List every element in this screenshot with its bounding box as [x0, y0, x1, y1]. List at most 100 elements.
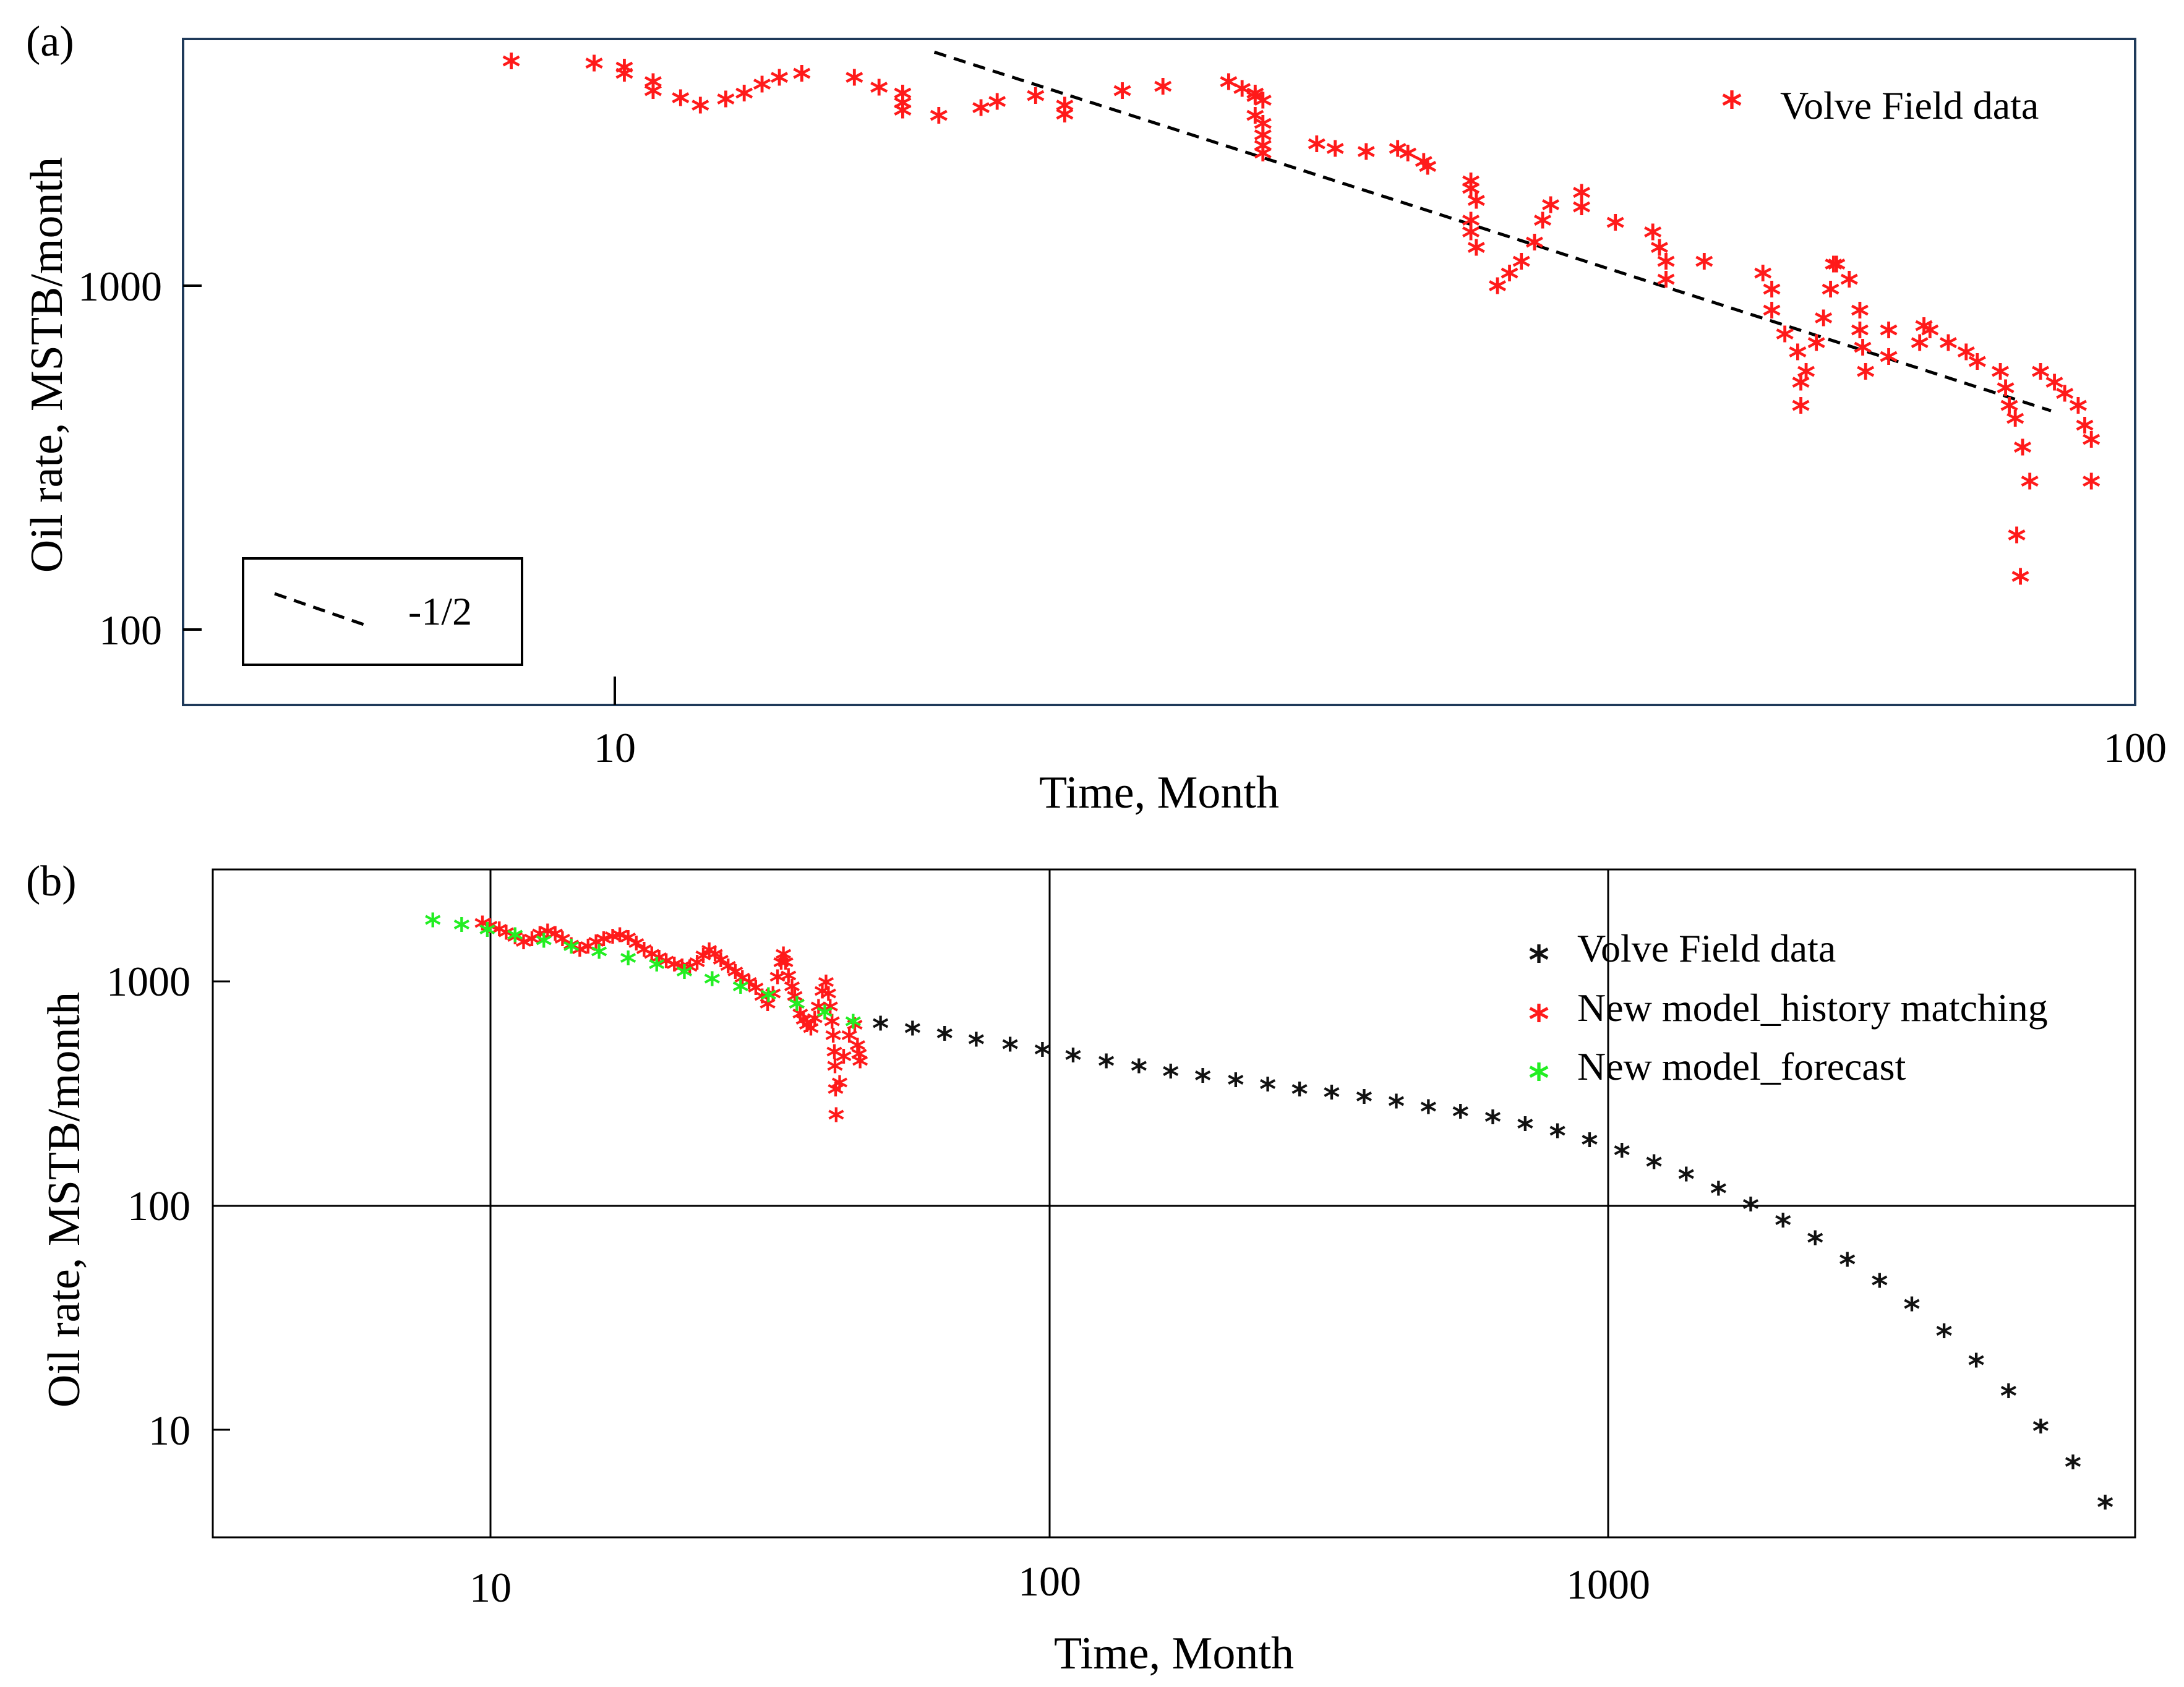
panel-b-point-volve-field-data-28: *: [1775, 1207, 1791, 1244]
panel-b-point-new-model-history-matching-44: *: [780, 963, 797, 1000]
panel-b-legend-marker-history: *: [1528, 997, 1549, 1043]
panel-b-point-new-model-history-matching-67: *: [846, 1012, 863, 1049]
panel-b-point-new-model-history-matching-29: *: [701, 937, 717, 975]
panel-a-point-volve-field-data-65: *: [1762, 295, 1781, 337]
panel-a-frame: [182, 38, 2136, 706]
panel-a-point-volve-field-data-5: *: [644, 75, 662, 117]
panel-a-point-volve-field-data-80: *: [1856, 356, 1875, 398]
panel-b-point-new-model-history-matching-1: *: [481, 913, 498, 950]
panel-b-point-new-model-forecast-1: *: [453, 912, 470, 949]
panel-a-point-volve-field-data-0: *: [502, 46, 520, 88]
panel-b-point-new-model-history-matching-42: *: [775, 941, 792, 978]
panel-b-point-new-model-history-matching-60: *: [826, 1039, 842, 1076]
panel-a-point-volve-field-data-98: *: [2045, 367, 2063, 409]
panel-b-point-volve-field-data-32: *: [1903, 1291, 1920, 1328]
panel-b-point-volve-field-data-16: *: [1388, 1088, 1405, 1125]
panel-b-point-new-model-history-matching-47: *: [789, 991, 805, 1028]
panel-b-point-new-model-history-matching-45: *: [784, 973, 800, 1010]
panel-b-point-volve-field-data-38: *: [2097, 1490, 2113, 1527]
panel-a-point-volve-field-data-46: *: [1462, 205, 1480, 247]
panel-b-point-new-model-forecast-4: *: [536, 928, 552, 965]
panel-b-point-new-model-history-matching-17: *: [612, 922, 628, 959]
panel-b-point-new-model-history-matching-32: *: [720, 954, 737, 991]
panel-b-legend: * Volve Field data * New model_history m…: [1528, 926, 2047, 1102]
panel-b-point-volve-field-data-17: *: [1420, 1094, 1437, 1131]
panel-b-point-volve-field-data-11: *: [1227, 1067, 1244, 1104]
panel-b-frame: [212, 868, 2136, 1539]
panel-a-point-volve-field-data-84: *: [1914, 310, 1933, 352]
panel-b-point-new-model-history-matching-63: *: [828, 1102, 844, 1139]
panel-a-xtick-label-100: 100: [2104, 724, 2167, 771]
panel-a-point-volve-field-data-36: *: [1308, 129, 1326, 171]
panel-a-point-volve-field-data-6: *: [671, 83, 690, 125]
panel-a-point-volve-field-data-41: *: [1415, 146, 1433, 188]
panel-b-markers: * * * * * * * * * * * * * * * * * * * * * * * * * * * * * ***********…: [424, 907, 2113, 1527]
panel-a-point-volve-field-data-82: *: [1879, 315, 1898, 357]
panel-b-point-volve-field-data-6: *: [1064, 1042, 1081, 1079]
panel-b-point-volve-field-data-14: *: [1323, 1080, 1340, 1117]
panel-a-point-volve-field-data-63: *: [1754, 258, 1772, 300]
panel-a-point-volve-field-data-16: *: [893, 87, 912, 129]
panel-b-ylabel: Oil rate, MSTB/month: [39, 992, 90, 1407]
panel-a-point-volve-field-data-7: *: [691, 90, 709, 132]
panel-b-point-new-model-forecast-15: *: [845, 1009, 862, 1046]
panel-b-point-new-model-history-matching-43: *: [777, 950, 794, 987]
panel-a-point-volve-field-data-57: *: [1606, 207, 1625, 249]
panel-a-point-volve-field-data-32: *: [1254, 108, 1272, 150]
panel-b-point-volve-field-data-9: *: [1162, 1059, 1179, 1096]
panel-a-point-volve-field-data-50: *: [1500, 258, 1518, 300]
panel-a-point-volve-field-data-74: *: [1824, 249, 1843, 291]
panel-a-point-volve-field-data-18: *: [930, 100, 948, 142]
panel-b-point-new-model-history-matching-31: *: [713, 947, 729, 984]
panel-b-point-new-model-history-matching-50: *: [799, 1012, 815, 1049]
panel-a-point-volve-field-data-4: *: [644, 67, 662, 109]
panel-a-point-volve-field-data-33: *: [1254, 119, 1272, 161]
panel-b-point-new-model-history-matching-70: *: [852, 1048, 868, 1085]
panel-b-point-new-model-forecast-5: *: [563, 933, 580, 970]
panel-b-point-new-model-history-matching-3: *: [498, 920, 515, 957]
panel-b-point-new-model-history-matching-5: *: [515, 929, 532, 966]
panel-b-point-volve-field-data-12: *: [1259, 1072, 1276, 1109]
panel-a-point-volve-field-data-27: *: [1233, 74, 1251, 116]
panel-a-point-volve-field-data-89: *: [1991, 356, 2010, 398]
panel-b-point-volve-field-data-15: *: [1356, 1083, 1372, 1121]
panel-a-point-volve-field-data-3: *: [615, 58, 633, 100]
panel-b-point-new-model-history-matching-8: *: [539, 918, 556, 955]
panel-b-point-new-model-history-matching-64: *: [831, 1070, 848, 1107]
panel-b-point-volve-field-data-4: *: [1002, 1031, 1019, 1069]
panel-a-point-volve-field-data-43: *: [1462, 166, 1480, 208]
panel-a-label: (a): [26, 18, 74, 66]
panel-a-legend-label: Volve Field data: [1780, 83, 2039, 127]
panel-a-point-volve-field-data-95: *: [2013, 432, 2032, 474]
panel-b-point-volve-field-data-23: *: [1614, 1137, 1630, 1174]
panel-a-point-volve-field-data-75: *: [1827, 249, 1846, 291]
panel-a-point-volve-field-data-30: *: [1254, 85, 1272, 127]
panel-b-point-new-model-forecast-6: *: [591, 939, 607, 976]
panel-b-point-new-model-history-matching-69: *: [850, 1041, 867, 1078]
panel-b-point-new-model-history-matching-22: *: [651, 944, 667, 981]
panel-b-point-new-model-history-matching-28: *: [695, 943, 711, 980]
panel-b-point-new-model-history-matching-46: *: [786, 983, 803, 1020]
panel-b-point-new-model-history-matching-19: *: [628, 931, 644, 968]
panel-b-point-new-model-history-matching-24: *: [666, 952, 683, 989]
panel-b-point-volve-field-data-27: *: [1742, 1191, 1759, 1228]
panel-b-point-new-model-forecast-0: *: [424, 907, 441, 944]
panel-b-point-volve-field-data-2: *: [936, 1021, 953, 1058]
panel-b-point-new-model-history-matching-54: *: [814, 978, 831, 1015]
panel-a-point-volve-field-data-102: *: [2082, 424, 2100, 466]
panel-a-point-volve-field-data-85: *: [1921, 315, 1939, 357]
panel-b-point-new-model-history-matching-39: *: [764, 981, 781, 1018]
panel-a-point-volve-field-data-45: *: [1467, 186, 1486, 228]
panel-a-point-volve-field-data-47: *: [1462, 217, 1480, 259]
panel-a-slope-legend-line: [274, 592, 368, 628]
panel-b-point-new-model-history-matching-7: *: [531, 921, 548, 958]
panel-b-point-volve-field-data-24: *: [1646, 1149, 1663, 1186]
panel-a-point-volve-field-data-59: *: [1650, 232, 1669, 274]
panel-b-point-volve-field-data-25: *: [1678, 1161, 1695, 1198]
panel-b-point-new-model-forecast-13: *: [789, 991, 805, 1028]
panel-b-point-new-model-history-matching-2: *: [491, 916, 508, 954]
panel-b-point-new-model-history-matching-20: *: [636, 936, 653, 973]
panel-a-point-volve-field-data-76: *: [1840, 264, 1859, 306]
panel-b-point-volve-field-data-3: *: [968, 1027, 985, 1064]
panel-b-point-volve-field-data-36: *: [2032, 1414, 2049, 1451]
